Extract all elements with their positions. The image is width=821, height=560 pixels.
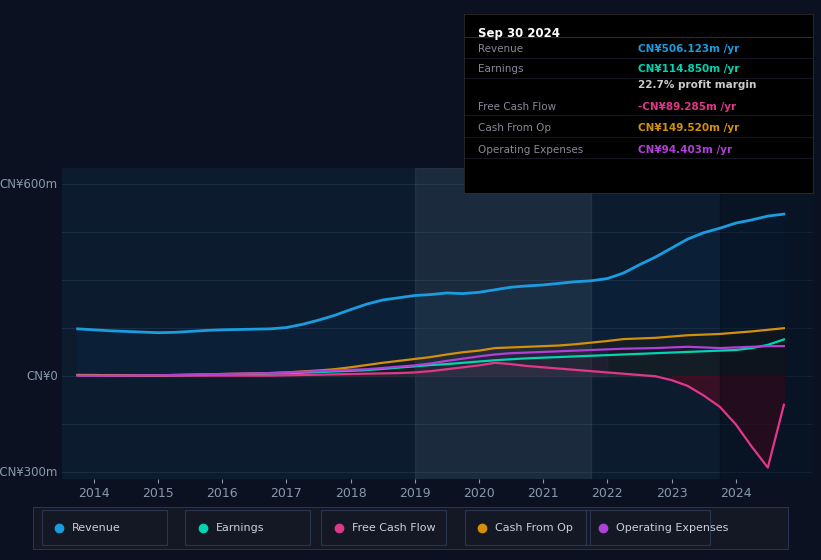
Text: Sep 30 2024: Sep 30 2024: [478, 26, 560, 40]
Text: Earnings: Earnings: [478, 64, 523, 74]
Text: Operating Expenses: Operating Expenses: [616, 523, 728, 533]
Bar: [415, 168, 591, 479]
Text: Earnings: Earnings: [216, 523, 264, 533]
Text: Operating Expenses: Operating Expenses: [478, 145, 583, 155]
Text: 22.7% profit margin: 22.7% profit margin: [639, 80, 757, 90]
Text: Revenue: Revenue: [72, 523, 121, 533]
Text: CN¥506.123m /yr: CN¥506.123m /yr: [639, 44, 740, 54]
Text: CN¥600m: CN¥600m: [0, 178, 57, 190]
Text: CN¥0: CN¥0: [26, 370, 57, 383]
Bar: [720, 168, 813, 479]
Text: Free Cash Flow: Free Cash Flow: [351, 523, 435, 533]
Text: Revenue: Revenue: [478, 44, 523, 54]
Text: -CN¥89.285m /yr: -CN¥89.285m /yr: [639, 102, 736, 112]
Text: Cash From Op: Cash From Op: [478, 123, 551, 133]
Text: -CN¥300m: -CN¥300m: [0, 466, 57, 479]
Text: Free Cash Flow: Free Cash Flow: [478, 102, 556, 112]
Text: CN¥114.850m /yr: CN¥114.850m /yr: [639, 64, 740, 74]
Text: Cash From Op: Cash From Op: [495, 523, 573, 533]
Text: CN¥149.520m /yr: CN¥149.520m /yr: [639, 123, 740, 133]
Text: CN¥94.403m /yr: CN¥94.403m /yr: [639, 145, 732, 155]
